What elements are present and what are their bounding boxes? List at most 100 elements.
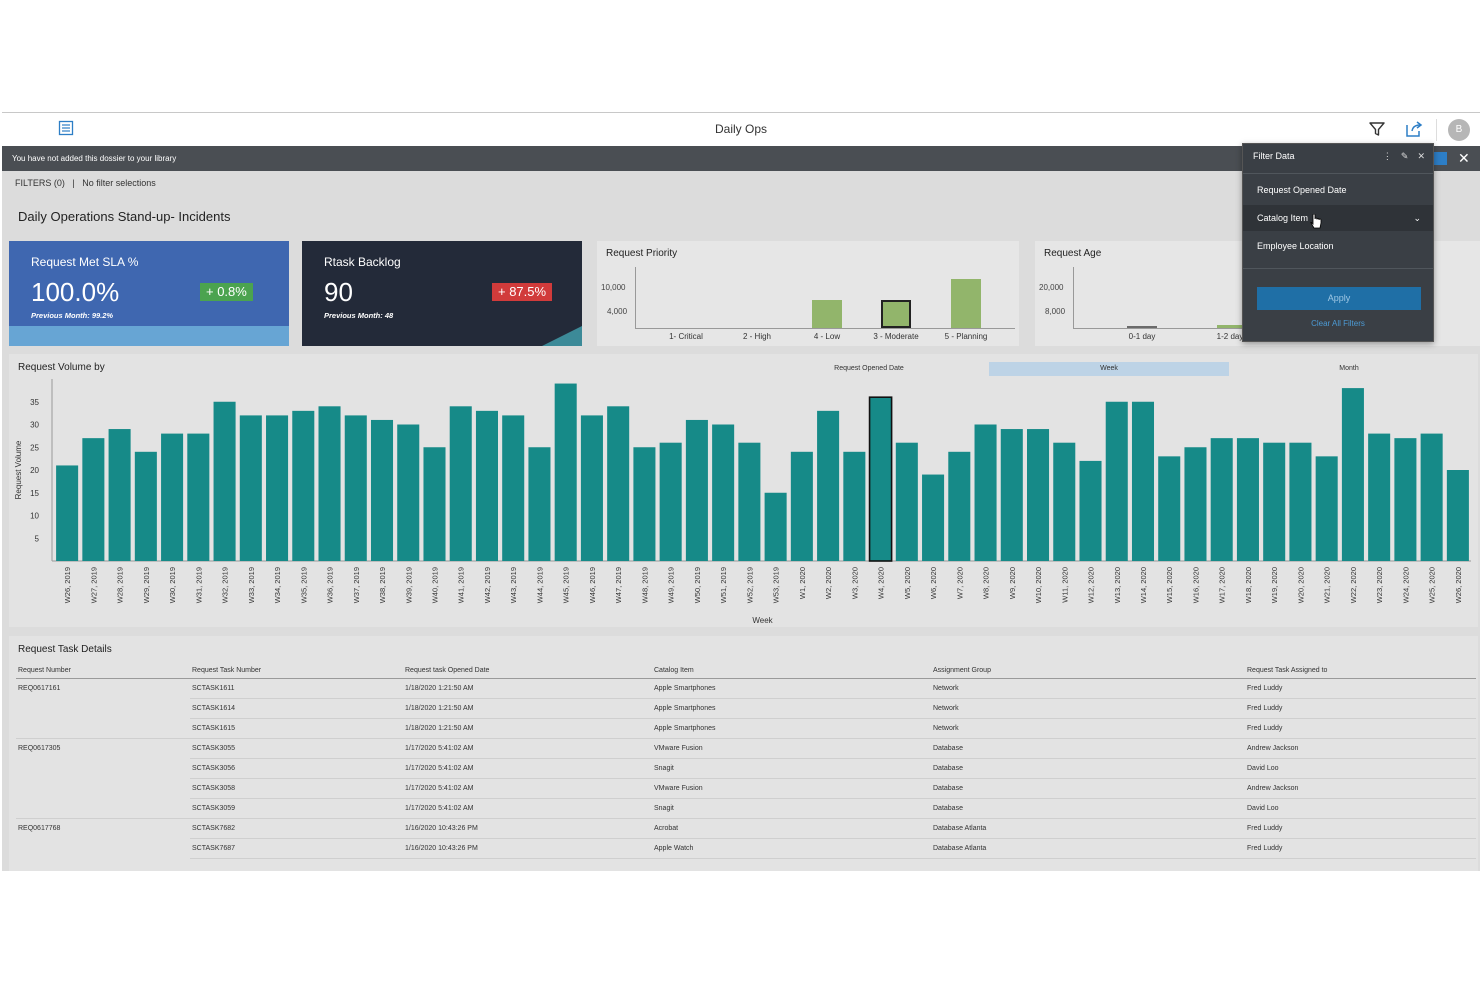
- volume-bar[interactable]: [843, 451, 866, 561]
- volume-bar[interactable]: [817, 410, 840, 561]
- volume-bar[interactable]: [1368, 433, 1391, 561]
- close-icon[interactable]: ✕: [1458, 150, 1470, 166]
- table-row[interactable]: SCTASK3058 1/17/2020 5:41:02 AM VMware F…: [16, 778, 1476, 799]
- volume-bar[interactable]: [1420, 433, 1443, 561]
- filter-item-employee-location[interactable]: Employee Location: [1243, 233, 1433, 259]
- tab-request-opened-date[interactable]: Request Opened Date: [834, 365, 904, 372]
- priority-bar[interactable]: [881, 300, 911, 328]
- volume-bar[interactable]: [370, 419, 394, 561]
- volume-bar[interactable]: [108, 429, 131, 561]
- volume-bar[interactable]: [161, 433, 184, 561]
- volume-bar[interactable]: [449, 406, 472, 561]
- tab-week[interactable]: Week: [989, 362, 1229, 376]
- close-icon[interactable]: ✕: [1417, 151, 1425, 161]
- volume-bar[interactable]: [1079, 460, 1102, 561]
- volume-bar[interactable]: [868, 396, 893, 562]
- volume-bar[interactable]: [712, 424, 735, 562]
- volume-bar[interactable]: [1105, 401, 1128, 561]
- volume-bar[interactable]: [1315, 456, 1338, 561]
- volume-bar[interactable]: [213, 401, 236, 561]
- volume-bar[interactable]: [1158, 456, 1181, 561]
- volume-bar[interactable]: [266, 415, 289, 561]
- column-header[interactable]: Request Number: [16, 664, 190, 679]
- volume-bar[interactable]: [1236, 438, 1259, 561]
- volume-bar[interactable]: [292, 410, 315, 561]
- more-icon[interactable]: ⋮: [1382, 151, 1392, 161]
- add-to-library-button[interactable]: [1433, 152, 1447, 165]
- volume-bar[interactable]: [475, 410, 498, 561]
- volume-bar[interactable]: [187, 433, 210, 561]
- table-row[interactable]: SCTASK1615 1/18/2020 1:21:50 AM Apple Sm…: [16, 718, 1476, 739]
- volume-bar[interactable]: [1000, 429, 1023, 561]
- volume-bar[interactable]: [1341, 388, 1364, 561]
- volume-bar[interactable]: [738, 442, 761, 561]
- table-row[interactable]: REQ0617768 SCTASK7682 1/16/2020 10:43:26…: [16, 818, 1476, 839]
- volume-bar[interactable]: [974, 424, 997, 562]
- volume-bar[interactable]: [1263, 442, 1286, 561]
- volume-bar[interactable]: [1394, 438, 1417, 561]
- apply-button[interactable]: Apply: [1257, 287, 1421, 310]
- priority-bar[interactable]: [951, 278, 981, 328]
- volume-bar[interactable]: [790, 451, 813, 561]
- cell-assigned-to: Andrew Jackson: [1245, 778, 1476, 799]
- volume-bar[interactable]: [633, 447, 656, 561]
- volume-bar[interactable]: [685, 419, 708, 561]
- volume-bar[interactable]: [659, 442, 682, 561]
- table-row[interactable]: SCTASK1614 1/18/2020 1:21:50 AM Apple Sm…: [16, 698, 1476, 719]
- volume-bar[interactable]: [1131, 401, 1155, 561]
- request-priority-panel: Request Priority 10,000 4,000 1- Critica…: [597, 241, 1019, 346]
- table-row[interactable]: SCTASK3059 1/17/2020 5:41:02 AM Snagit D…: [16, 798, 1476, 819]
- volume-bar[interactable]: [580, 415, 603, 561]
- table-row[interactable]: SCTASK3056 1/17/2020 5:41:02 AM Snagit D…: [16, 758, 1476, 779]
- volume-bar[interactable]: [1027, 429, 1050, 561]
- column-header[interactable]: Request Task Assigned to: [1245, 664, 1476, 679]
- kpi-card-backlog[interactable]: Rtask Backlog 90 + 87.5% Previous Month:…: [302, 241, 582, 346]
- filter-icon[interactable]: [1368, 120, 1386, 138]
- x-tick-label: W34, 2019: [273, 567, 282, 603]
- volume-bar[interactable]: [1446, 470, 1469, 561]
- volume-bar[interactable]: [82, 438, 105, 561]
- column-header[interactable]: Catalog Item: [652, 664, 931, 679]
- volume-bar[interactable]: [895, 442, 918, 561]
- volume-bar[interactable]: [1053, 442, 1076, 561]
- column-header[interactable]: Assignment Group: [931, 664, 1245, 679]
- avatar[interactable]: B: [1448, 119, 1470, 141]
- table-row[interactable]: REQ0617305 SCTASK3055 1/17/2020 5:41:02 …: [16, 738, 1476, 759]
- volume-bar[interactable]: [607, 406, 630, 561]
- chevron-down-icon[interactable]: ⌄: [1413, 213, 1421, 223]
- table-row[interactable]: SCTASK7687 1/16/2020 10:43:26 PM Apple W…: [16, 838, 1476, 859]
- volume-bar[interactable]: [1184, 447, 1207, 561]
- volume-bar[interactable]: [1289, 442, 1312, 561]
- filter-summary[interactable]: FILTERS (0) | No filter selections: [15, 178, 156, 188]
- x-tick-label: W40, 2019: [430, 567, 439, 603]
- volume-bar[interactable]: [56, 465, 79, 561]
- library-icon[interactable]: [58, 120, 74, 136]
- volume-bar[interactable]: [423, 447, 446, 561]
- column-header[interactable]: Request Task Number: [190, 664, 403, 679]
- share-icon[interactable]: [1404, 120, 1424, 138]
- pin-icon[interactable]: ✎: [1400, 151, 1409, 161]
- kpi-card-sla[interactable]: Request Met SLA % 100.0% + 0.8% Previous…: [9, 241, 289, 346]
- table-row[interactable]: REQ0617161 SCTASK1611 1/18/2020 1:21:50 …: [16, 678, 1476, 699]
- y-axis-title: Request Volume: [14, 440, 23, 499]
- volume-bar[interactable]: [318, 406, 341, 561]
- volume-bar[interactable]: [764, 492, 787, 561]
- priority-bar[interactable]: [812, 300, 842, 328]
- x-tick-label: 2 - High: [742, 332, 771, 341]
- volume-bar[interactable]: [1210, 438, 1233, 561]
- filter-item-catalog-item[interactable]: Catalog Item ⌄: [1243, 205, 1433, 231]
- volume-bar[interactable]: [922, 474, 945, 561]
- volume-bar[interactable]: [554, 383, 577, 561]
- volume-bar[interactable]: [397, 424, 420, 562]
- tab-month[interactable]: Month: [1339, 365, 1359, 372]
- filter-item-request-opened-date[interactable]: Request Opened Date: [1243, 177, 1433, 203]
- cell-assignment-group: Database: [931, 778, 1245, 799]
- clear-all-filters-link[interactable]: Clear All Filters: [1311, 319, 1365, 328]
- volume-bar[interactable]: [134, 451, 157, 561]
- column-header[interactable]: Request task Opened Date: [403, 664, 652, 679]
- volume-bar[interactable]: [948, 451, 971, 561]
- volume-bar[interactable]: [239, 415, 262, 561]
- volume-bar[interactable]: [528, 447, 551, 561]
- volume-bar[interactable]: [502, 415, 525, 561]
- volume-bar[interactable]: [344, 415, 367, 561]
